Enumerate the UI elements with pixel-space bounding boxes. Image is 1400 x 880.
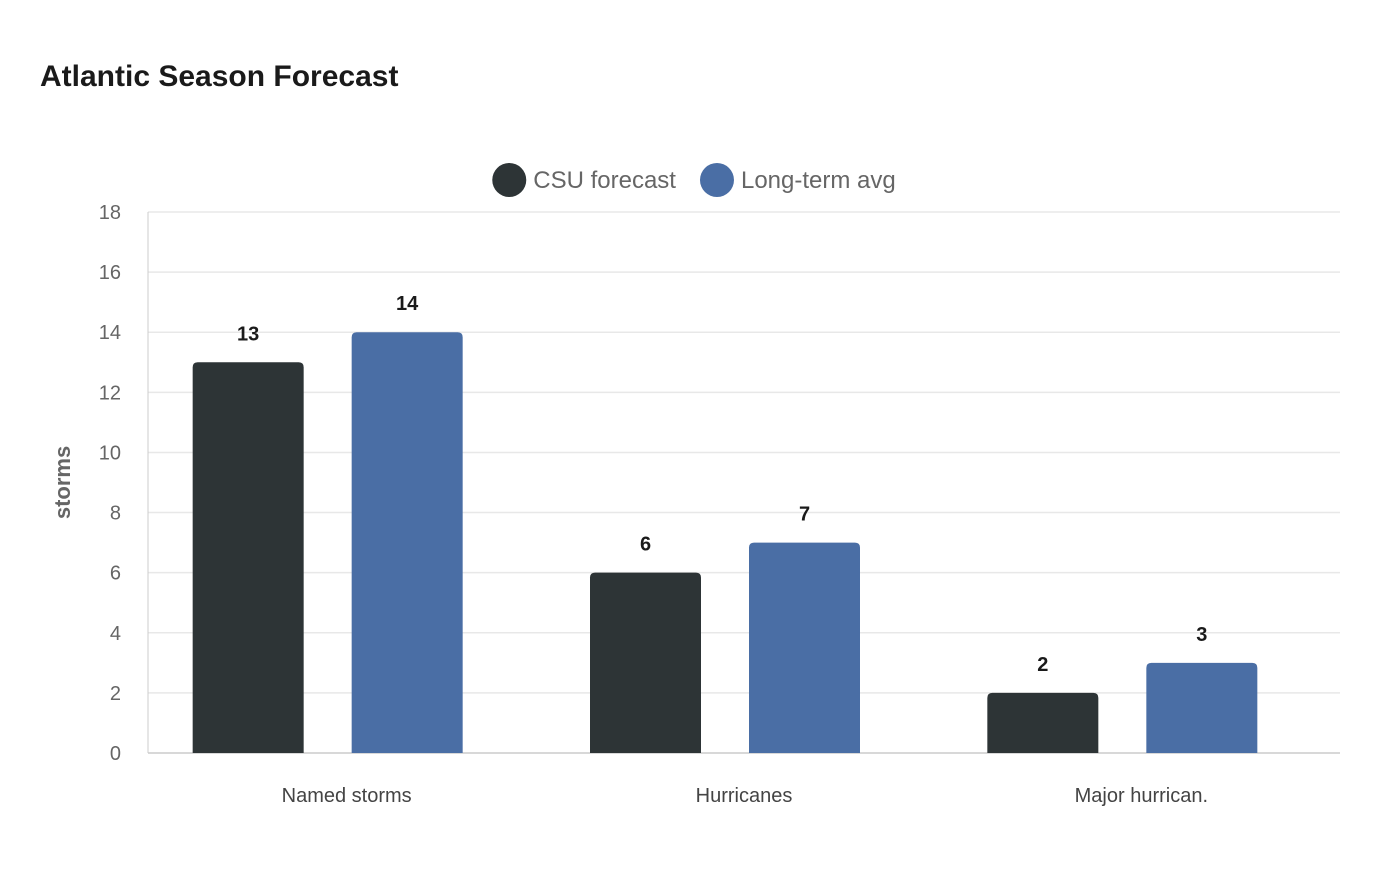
bar[interactable] xyxy=(987,692,1099,753)
y-tick-label: 18 xyxy=(99,202,121,224)
bar-value-label: 7 xyxy=(799,504,810,526)
chart-title: Atlantic Season Forecast xyxy=(40,60,399,93)
bar-value-label: 6 xyxy=(640,534,651,556)
bar[interactable] xyxy=(1146,662,1258,753)
legend-item[interactable]: CSU forecast xyxy=(492,163,676,197)
legend-swatch xyxy=(699,163,734,197)
legend-item[interactable]: Long-term avg xyxy=(699,163,896,197)
bars xyxy=(192,332,1258,753)
bar-value-label: 2 xyxy=(1037,654,1048,676)
y-axis-title: storms xyxy=(50,446,75,519)
bar-value-label: 14 xyxy=(396,293,419,315)
gridlines xyxy=(148,211,1340,694)
bar[interactable] xyxy=(192,362,304,753)
x-axis-categories: Named storms Hurricanes Major hurrican. xyxy=(282,785,1208,807)
y-tick-label: 6 xyxy=(110,563,121,585)
bar[interactable] xyxy=(749,542,860,753)
x-category-label: Named storms xyxy=(282,785,412,807)
bar-value-label: 3 xyxy=(1196,624,1207,646)
y-tick-label: 10 xyxy=(99,442,121,464)
y-tick-label: 16 xyxy=(99,262,121,284)
x-category-label: Hurricanes xyxy=(696,785,793,807)
legend-label: CSU forecast xyxy=(533,167,676,194)
y-tick-label: 4 xyxy=(110,623,121,645)
y-tick-label: 8 xyxy=(110,503,121,525)
x-category-label: Major hurrican. xyxy=(1075,785,1208,807)
legend-swatch xyxy=(492,163,527,197)
legend[interactable]: CSU forecast Long-term avg xyxy=(492,163,896,197)
bar[interactable] xyxy=(351,332,463,753)
bar-value-label: 13 xyxy=(237,323,259,345)
y-tick-label: 12 xyxy=(99,382,121,404)
data-labels: 13 14 6 7 2 3 xyxy=(237,293,1207,676)
y-tick-label: 14 xyxy=(99,322,121,344)
bar[interactable] xyxy=(590,572,701,753)
y-tick-label: 2 xyxy=(110,683,121,705)
y-tick-label: 0 xyxy=(110,743,121,765)
y-axis-ticks: 0 2 4 6 8 10 12 14 16 18 xyxy=(99,202,121,765)
legend-label: Long-term avg xyxy=(741,167,896,194)
